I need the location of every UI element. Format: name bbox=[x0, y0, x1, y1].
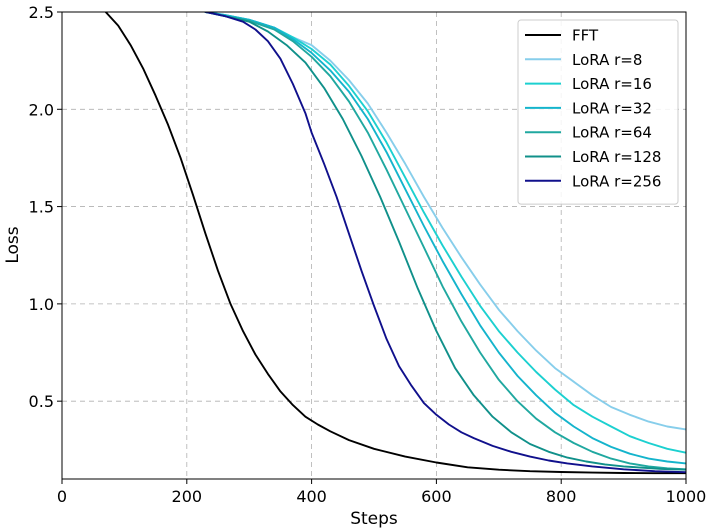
series-line-lora-r-16 bbox=[204, 12, 686, 454]
series-line-lora-r-64 bbox=[204, 12, 686, 471]
series-group bbox=[104, 12, 686, 475]
x-tick-label: 1000 bbox=[666, 487, 707, 506]
plot-frame bbox=[61, 11, 687, 480]
legend-box bbox=[517, 19, 679, 205]
y-tick-label: 2.0 bbox=[29, 100, 54, 119]
x-tick-label: 200 bbox=[172, 487, 203, 506]
y-tick-label: 1.5 bbox=[29, 198, 54, 217]
legend-label-fft: FFT bbox=[572, 27, 599, 45]
y-tick-label: 0.5 bbox=[29, 392, 54, 411]
legend-label-lora-r-32: LoRA r=32 bbox=[572, 99, 652, 117]
x-axis-label: Steps bbox=[350, 509, 398, 529]
series-line-lora-r-256 bbox=[204, 12, 686, 474]
y-axis: 0.5 1.0 1.5 2.0 2.5 bbox=[29, 3, 62, 411]
legend-label-lora-r-16: LoRA r=16 bbox=[572, 75, 652, 93]
series-line-fft bbox=[104, 12, 686, 475]
legend-label-lora-r-256: LoRA r=256 bbox=[572, 172, 661, 190]
x-axis: 0 200 400 600 800 1000 bbox=[57, 479, 706, 506]
x-tick-label: 600 bbox=[421, 487, 452, 506]
legend-label-lora-r-8: LoRA r=8 bbox=[572, 51, 642, 69]
x-tick-label: 400 bbox=[296, 487, 327, 506]
y-tick-label: 1.0 bbox=[29, 295, 54, 314]
series-line-lora-r-32 bbox=[204, 12, 686, 465]
x-tick-label: 0 bbox=[57, 487, 67, 506]
legend-label-lora-r-128: LoRA r=128 bbox=[572, 148, 661, 166]
series-line-lora-r-128 bbox=[204, 12, 686, 471]
legend: FFT LoRA r=8 LoRA r=16 LoRA r=32 LoRA r=64 Lo… bbox=[517, 19, 679, 205]
grid bbox=[62, 12, 686, 479]
legend-label-lora-r-64: LoRA r=64 bbox=[572, 124, 652, 142]
y-tick-label: 2.5 bbox=[29, 3, 54, 22]
x-tick-label: 800 bbox=[546, 487, 577, 506]
y-axis-label: Loss bbox=[3, 226, 23, 263]
